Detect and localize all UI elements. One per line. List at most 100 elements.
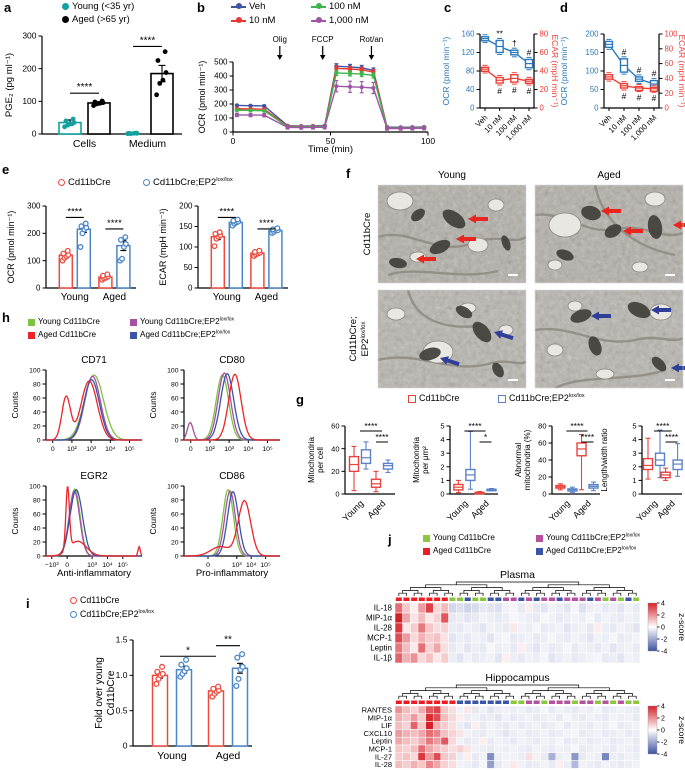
svg-text:4: 4 — [632, 435, 636, 444]
svg-text:MCP-1: MCP-1 — [369, 745, 392, 754]
svg-text:OCR (pmol min⁻¹): OCR (pmol min⁻¹) — [441, 36, 451, 105]
svg-text:100: 100 — [421, 136, 435, 146]
svg-text:****: **** — [656, 421, 670, 431]
cd11bcre-marker-icon — [58, 179, 65, 187]
svg-text:per μm²: per μm² — [421, 446, 430, 474]
svg-text:40: 40 — [33, 410, 41, 417]
svg-text:OCR (pmol min⁻¹): OCR (pmol min⁻¹) — [559, 36, 569, 105]
svg-text:1: 1 — [632, 476, 636, 485]
svg-text:LIF: LIF — [381, 721, 392, 730]
svg-text:IL-28: IL-28 — [374, 624, 393, 633]
svg-text:Counts: Counts — [10, 508, 20, 535]
legend-h-aged-ep2: Aged Cd11bCre;EP2lox/lox — [130, 330, 230, 339]
svg-text:Aged: Aged — [103, 292, 126, 303]
svg-text:z-score: z-score — [677, 716, 685, 744]
svg-text:EGR2: EGR2 — [80, 471, 108, 482]
svg-text:10³: 10³ — [232, 562, 243, 569]
svg-text:-4: -4 — [661, 751, 667, 758]
panel-b-chart: 0 100 200 300 400 500 0 50 100 Time (min) OCR (pmo… — [197, 35, 435, 155]
svg-text:-4: -4 — [661, 648, 667, 655]
svg-text:60: 60 — [33, 396, 41, 403]
svg-text:#: # — [652, 69, 657, 79]
svg-text:10⁴: 10⁴ — [102, 562, 113, 569]
10nm-marker-icon — [231, 16, 246, 25]
svg-text:0: 0 — [223, 128, 228, 137]
svg-text:IL-28: IL-28 — [375, 760, 392, 769]
svg-text:10⁵: 10⁵ — [260, 562, 271, 569]
svg-text:CD80: CD80 — [219, 355, 245, 366]
svg-text:80: 80 — [540, 30, 549, 39]
legend-cd11bcre: Cd11bCre — [58, 178, 111, 188]
svg-text:Rot/an: Rot/an — [360, 35, 384, 44]
svg-text:1.0: 1.0 — [116, 670, 128, 680]
svg-text:IL-1β: IL-1β — [374, 654, 393, 663]
svg-text:Anti-inflammatory: Anti-inflammatory — [57, 568, 131, 579]
svg-text:20: 20 — [665, 89, 674, 98]
svg-text:Aged: Aged — [255, 292, 278, 303]
svg-text:100: 100 — [179, 243, 193, 252]
svg-text:0: 0 — [335, 490, 339, 499]
svg-text:0.5: 0.5 — [116, 705, 128, 715]
panel-d-label: d — [560, 0, 568, 15]
svg-text:5: 5 — [440, 422, 444, 431]
svg-text:Aged: Aged — [655, 498, 677, 520]
svg-text:#: # — [622, 91, 627, 101]
svg-text:60: 60 — [33, 512, 41, 519]
j-aged-cre-swatch-icon — [423, 547, 430, 555]
j-young-ep2-swatch-icon — [536, 534, 543, 542]
svg-text:4: 4 — [440, 435, 444, 444]
svg-text:0: 0 — [661, 624, 665, 631]
svg-text:2: 2 — [440, 462, 444, 471]
svg-text:100: 100 — [27, 256, 41, 265]
svg-text:10⁵: 10⁵ — [262, 446, 273, 453]
svg-text:Fold over young: Fold over young — [94, 657, 105, 729]
svg-text:80: 80 — [171, 498, 179, 505]
svg-text:200: 200 — [27, 229, 41, 238]
svg-text:4: 4 — [661, 703, 665, 710]
svg-text:#: # — [637, 93, 642, 103]
svg-text:10²: 10² — [67, 446, 78, 453]
svg-text:#: # — [512, 85, 517, 95]
svg-text:IL-27: IL-27 — [375, 752, 392, 761]
svg-text:Young: Young — [157, 750, 187, 762]
svg-text:300: 300 — [22, 31, 36, 41]
panel-j-heatmaps: PlasmaIL-18MIP-1αIL-28MCP-1LeptinIL-1β42… — [362, 569, 685, 769]
hist-egr2: EGR2 0 20 40 60 80 100 Counts −10³ 0 10³ 10⁴ 10⁵Anti… — [10, 471, 143, 579]
svg-text:Young: Young — [547, 498, 572, 523]
svg-text:Cells: Cells — [73, 138, 96, 150]
svg-text:200: 200 — [179, 202, 193, 211]
svg-text:160: 160 — [461, 30, 475, 39]
panel-f: f Young Aged Cd11bCre Cd11bCre; EP2lox/lox — [290, 160, 685, 390]
i-cd11bcre-ep2-marker-icon — [70, 610, 77, 618]
svg-text:OCR (pmol min⁻¹): OCR (pmol min⁻¹) — [197, 61, 207, 134]
panel-c: c 0 40 80 120 160 0 20 40 60 80 OCR (pmol min⁻¹) EC… — [440, 0, 558, 160]
panel-c-chart: 0 40 80 120 160 0 20 40 60 80 OCR (pmol min⁻¹) ECAR… — [441, 28, 558, 142]
panel-g-label: g — [296, 392, 304, 407]
svg-text:150: 150 — [585, 48, 599, 57]
svg-text:FCCP: FCCP — [312, 35, 334, 44]
svg-text:2: 2 — [632, 462, 636, 471]
young-ep2-swatch-icon — [130, 318, 137, 326]
svg-text:*: * — [186, 645, 190, 656]
svg-text:60: 60 — [331, 422, 339, 431]
svg-text:40: 40 — [466, 85, 475, 94]
hist-cd71: CD71 0 20 40 60 80 100 Counts 0 10² 10³ 10⁴ 10⁵ — [10, 355, 142, 453]
svg-text:200: 200 — [585, 30, 599, 39]
hist-cd80: CD80 0 20 40 60 80 100 Counts 0 10² 10³ 10⁴ 10⁵ — [148, 355, 280, 453]
panel-e-label: e — [2, 162, 10, 177]
svg-text:200: 200 — [22, 63, 36, 73]
svg-text:Medium: Medium — [129, 138, 167, 150]
legend-j-aged-cre: Aged Cd11bCre — [423, 546, 491, 555]
aged-dot-icon — [62, 16, 69, 24]
svg-text:20: 20 — [538, 473, 546, 482]
legend-young-label: Young (<35 yr) — [72, 1, 135, 12]
svg-text:−10³: −10³ — [45, 562, 60, 569]
svg-text:40: 40 — [171, 526, 179, 533]
svg-text:CXCL10: CXCL10 — [364, 729, 392, 738]
legend-j-young-ep2: Young Cd11bCre;EP2lox/lox — [536, 533, 640, 542]
svg-text:0: 0 — [440, 490, 444, 499]
svg-text:OCR (pmol min⁻¹): OCR (pmol min⁻¹) — [6, 211, 16, 284]
svg-text:2: 2 — [661, 715, 665, 722]
svg-text:0: 0 — [189, 446, 193, 453]
svg-text:10⁵: 10⁵ — [118, 562, 129, 569]
